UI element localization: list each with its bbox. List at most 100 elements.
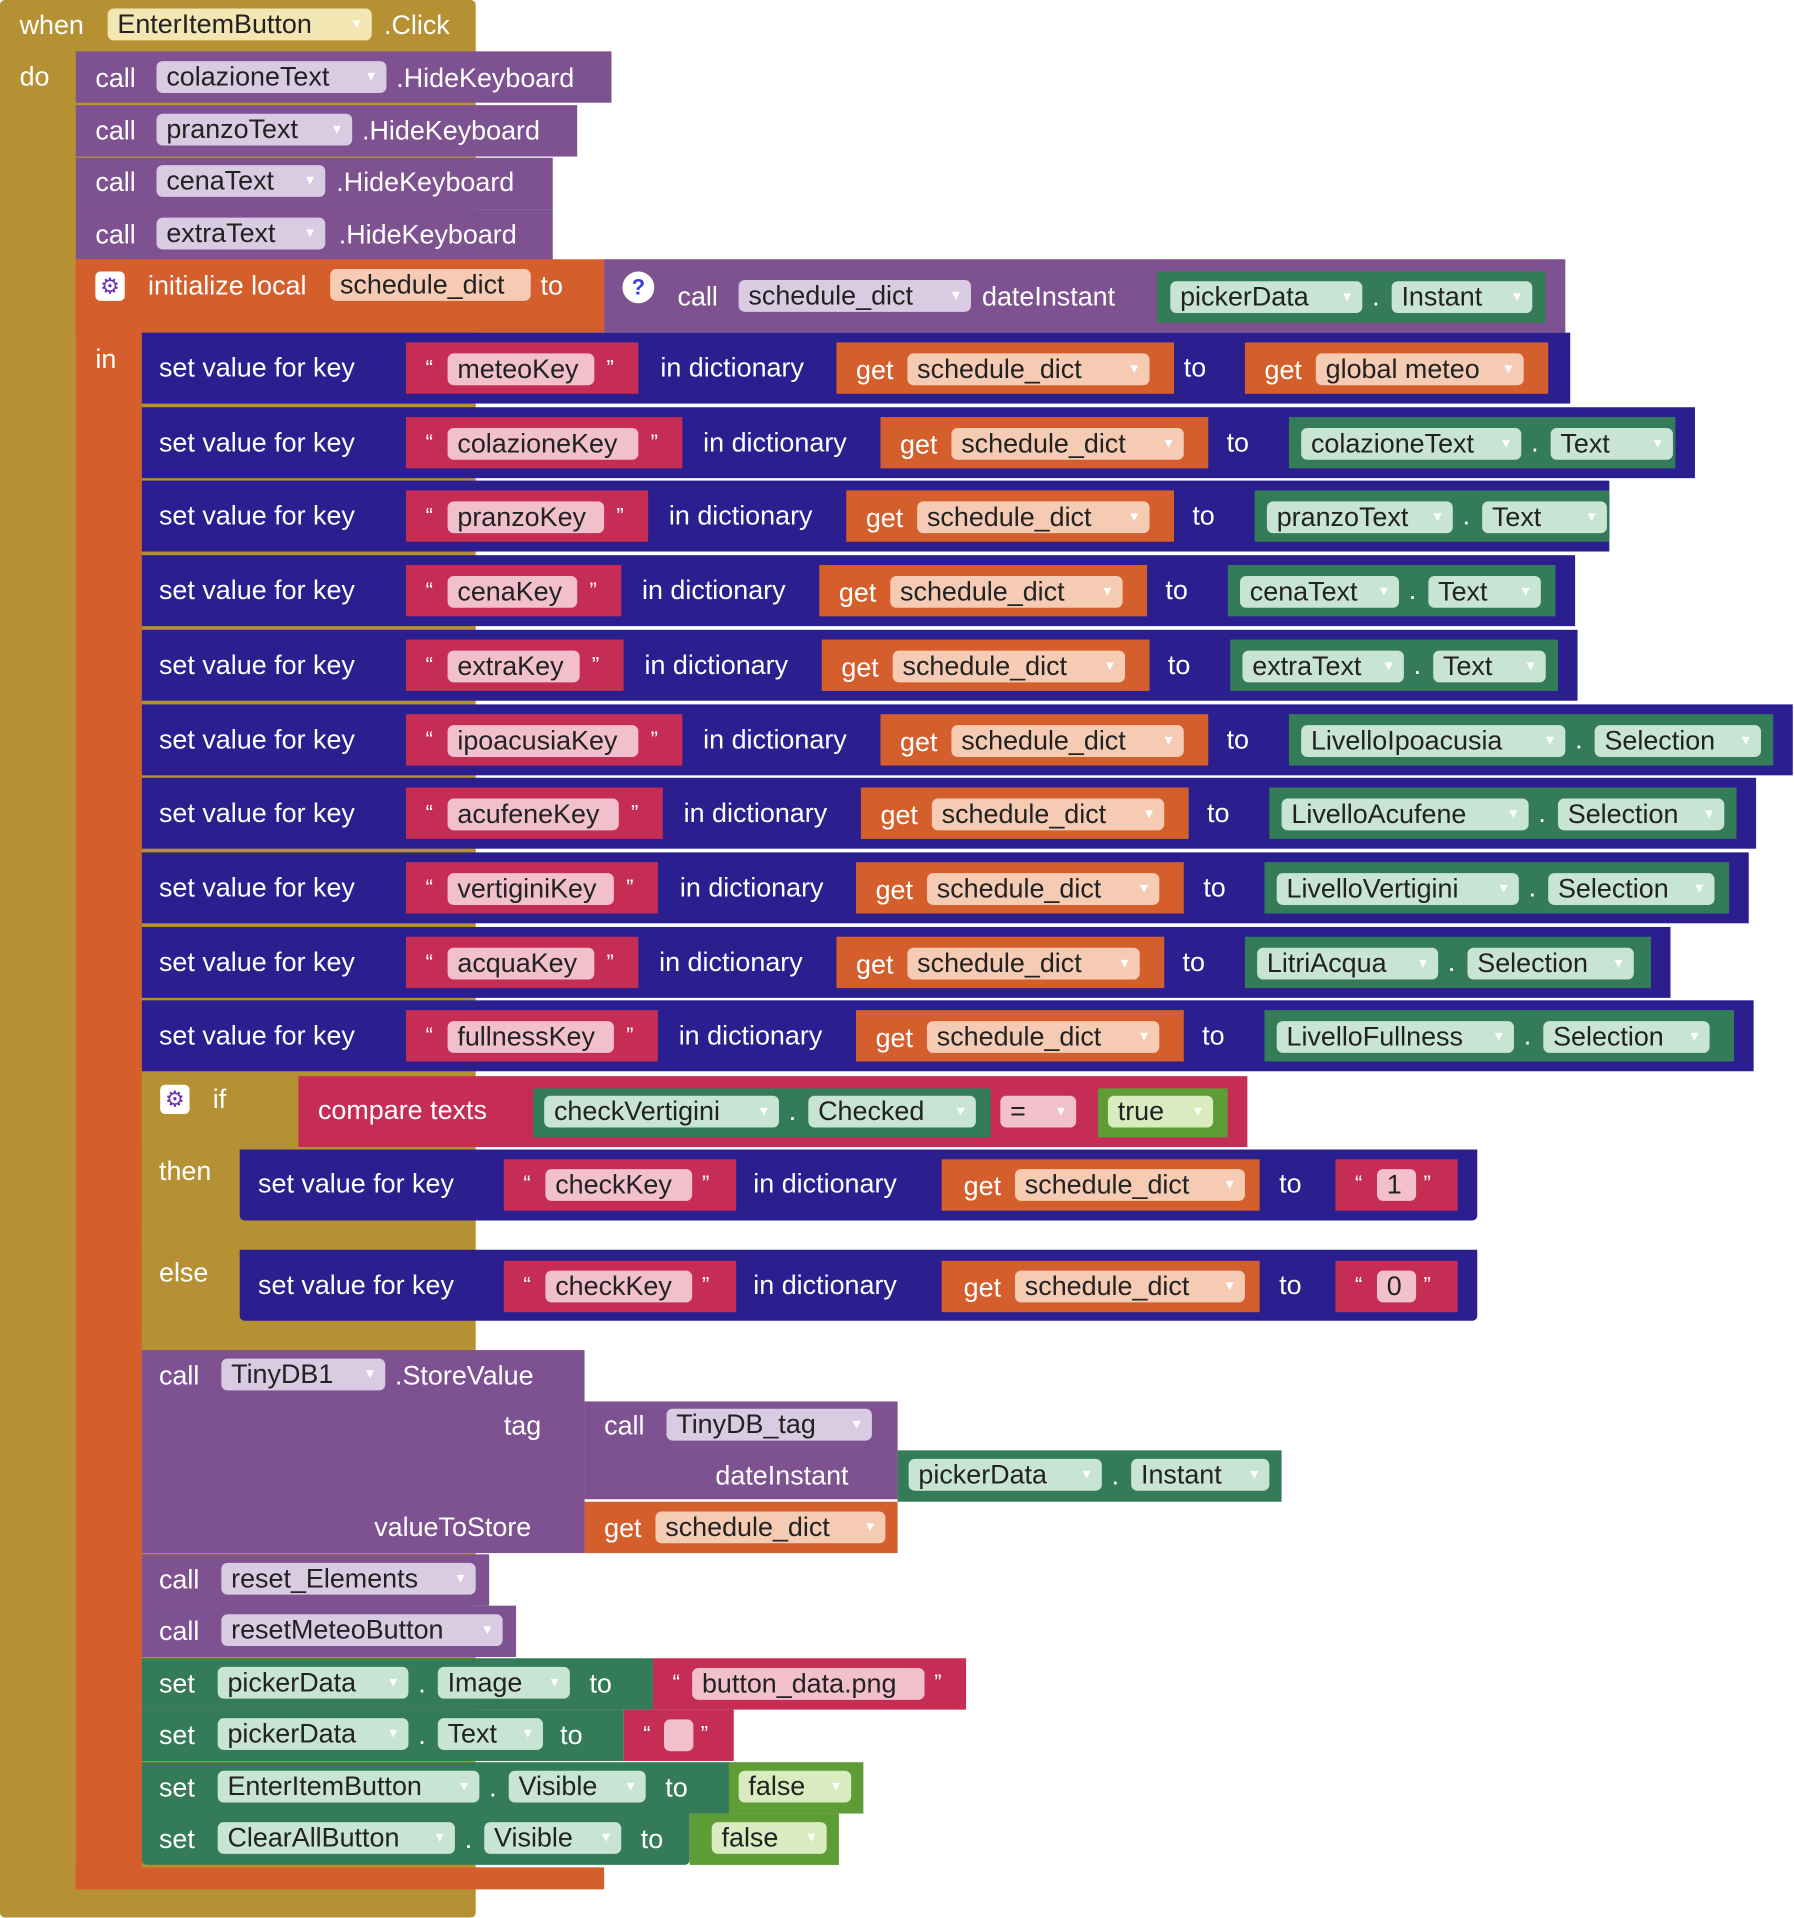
- procedure-dropdown[interactable]: reset_Elements ▼: [221, 1562, 476, 1595]
- open-quote-icon: “: [425, 949, 433, 975]
- else-set-value-block[interactable]: [239, 1249, 1478, 1321]
- local-var-name-field[interactable]: schedule_dict: [330, 269, 531, 301]
- variable-dropdown[interactable]: schedule_dict ▼: [655, 1511, 886, 1544]
- property-dropdown[interactable]: Selection ▼: [1557, 798, 1725, 831]
- component-dropdown[interactable]: ClearAllButton ▼: [217, 1822, 455, 1854]
- procedure-dropdown[interactable]: TinyDB_tag ▼: [666, 1408, 872, 1441]
- component-dropdown[interactable]: LitriAcqua ▼: [1257, 947, 1439, 980]
- property-dropdown[interactable]: Selection ▼: [1548, 873, 1715, 905]
- variable-dropdown[interactable]: schedule_dict ▼: [951, 427, 1184, 460]
- get-label: get: [900, 428, 938, 460]
- key-text-field[interactable]: acufeneKey: [447, 798, 619, 831]
- logic-value-dropdown[interactable]: false ▼: [738, 1770, 852, 1803]
- dot-separator: .: [1408, 574, 1417, 606]
- component-dropdown[interactable]: LivelloIpoacusia ▼: [1301, 724, 1566, 757]
- component-dropdown[interactable]: LivelloVertigini ▼: [1276, 873, 1519, 905]
- property-dropdown[interactable]: Selection ▼: [1543, 1021, 1710, 1054]
- component-dropdown[interactable]: pickerData ▼: [217, 1718, 409, 1750]
- variable-dropdown[interactable]: schedule_dict ▼: [1015, 1270, 1245, 1303]
- variable-dropdown[interactable]: schedule_dict ▼: [890, 576, 1123, 608]
- in-dictionary-label: in dictionary: [753, 1167, 897, 1199]
- key-text-field[interactable]: colazioneKey: [447, 427, 639, 460]
- event-component-dropdown[interactable]: EnterItemButton ▼: [107, 8, 372, 41]
- variable-dropdown[interactable]: schedule_dict ▼: [892, 650, 1126, 683]
- dropdown-arrow-icon: ▼: [953, 1104, 968, 1119]
- property-dropdown[interactable]: Visible ▼: [508, 1770, 646, 1803]
- key-text-field[interactable]: checkKey: [545, 1270, 693, 1303]
- dropdown-arrow-icon: ▼: [850, 1417, 864, 1433]
- component-dropdown[interactable]: colazioneText ▼: [1301, 427, 1522, 460]
- variable-dropdown[interactable]: schedule_dict ▼: [907, 947, 1140, 980]
- key-text-field[interactable]: pranzoKey: [447, 501, 605, 534]
- component-dropdown[interactable]: pranzoText ▼: [1266, 501, 1453, 534]
- key-text-field[interactable]: cenaKey: [447, 576, 578, 608]
- property-dropdown[interactable]: Text ▼: [437, 1718, 543, 1750]
- property-dropdown[interactable]: Checked ▼: [808, 1095, 976, 1128]
- component-dropdown[interactable]: extraText ▼: [156, 217, 326, 250]
- variable-dropdown[interactable]: global meteo ▼: [1315, 353, 1524, 386]
- set-value-label: set value for key: [158, 946, 355, 977]
- property-dropdown[interactable]: Text ▼: [1433, 650, 1546, 683]
- component-dropdown[interactable]: cenaText ▼: [156, 165, 326, 197]
- get-label: get: [880, 800, 918, 831]
- procedure-dropdown[interactable]: schedule_dict ▼: [738, 280, 971, 312]
- close-quote-icon: ”: [1423, 1171, 1431, 1196]
- variable-dropdown[interactable]: schedule_dict ▼: [1015, 1169, 1245, 1201]
- component-dropdown[interactable]: TinyDB1 ▼: [221, 1358, 386, 1391]
- dropdown-arrow-icon: ▼: [1702, 807, 1716, 823]
- procedure-dropdown[interactable]: resetMeteoButton ▼: [221, 1614, 503, 1647]
- component-dropdown[interactable]: pickerData ▼: [217, 1666, 409, 1699]
- variable-dropdown[interactable]: schedule_dict ▼: [926, 873, 1160, 905]
- key-text-field[interactable]: fullnessKey: [447, 1021, 614, 1054]
- component-dropdown[interactable]: cenaText ▼: [1240, 576, 1399, 608]
- component-dropdown[interactable]: LivelloAcufene ▼: [1281, 798, 1529, 831]
- key-text-field[interactable]: meteoKey: [447, 353, 595, 386]
- component-dropdown[interactable]: EnterItemButton ▼: [217, 1770, 480, 1803]
- operator-dropdown[interactable]: = ▼: [1000, 1095, 1077, 1128]
- logic-value-dropdown[interactable]: false ▼: [711, 1822, 827, 1854]
- value-text-field[interactable]: [664, 1719, 694, 1752]
- component-dropdown[interactable]: extraText ▼: [1242, 650, 1404, 683]
- gear-icon[interactable]: ⚙: [160, 1084, 190, 1115]
- then-set-value-block[interactable]: [239, 1149, 1478, 1221]
- property-name: Visible: [494, 1822, 573, 1853]
- key-text-field[interactable]: vertiginiKey: [447, 873, 614, 905]
- to-label: to: [1226, 723, 1250, 754]
- variable-dropdown[interactable]: schedule_dict ▼: [931, 798, 1165, 831]
- property-dropdown[interactable]: Instant ▼: [1391, 281, 1533, 314]
- property-dropdown[interactable]: Visible ▼: [484, 1822, 622, 1854]
- value-text-field[interactable]: 0: [1376, 1270, 1417, 1303]
- variable-dropdown[interactable]: schedule_dict ▼: [907, 353, 1150, 386]
- component-dropdown[interactable]: checkVertigini ▼: [544, 1095, 779, 1128]
- to-label: to: [540, 270, 563, 301]
- property-dropdown[interactable]: Text ▼: [1550, 427, 1673, 460]
- variable-dropdown[interactable]: schedule_dict ▼: [917, 501, 1150, 534]
- help-icon[interactable]: ?: [622, 271, 655, 304]
- logic-value-dropdown[interactable]: true ▼: [1107, 1095, 1214, 1128]
- gear-icon[interactable]: ⚙: [95, 271, 125, 301]
- component-dropdown[interactable]: pickerData ▼: [908, 1458, 1102, 1491]
- property-dropdown[interactable]: Selection ▼: [1467, 947, 1634, 980]
- property-dropdown[interactable]: Text ▼: [1482, 501, 1607, 534]
- property-dropdown[interactable]: Image ▼: [437, 1666, 570, 1699]
- component-name: cenaText: [166, 165, 275, 196]
- component-dropdown[interactable]: LivelloFullness ▼: [1276, 1021, 1514, 1054]
- variable-dropdown[interactable]: schedule_dict ▼: [951, 724, 1184, 757]
- component-dropdown[interactable]: pickerData ▼: [1170, 281, 1363, 314]
- dropdown-arrow-icon: ▼: [1543, 733, 1557, 748]
- component-name: pickerData: [227, 1666, 357, 1698]
- component-dropdown[interactable]: pranzoText ▼: [156, 113, 353, 146]
- key-text-field[interactable]: checkKey: [545, 1169, 693, 1201]
- key-text-field[interactable]: acquaKey: [447, 947, 595, 980]
- value-text-field[interactable]: 1: [1376, 1169, 1417, 1201]
- key-text-field[interactable]: extraKey: [447, 650, 580, 683]
- property-dropdown[interactable]: Selection ▼: [1594, 724, 1761, 757]
- variable-dropdown[interactable]: schedule_dict ▼: [926, 1021, 1160, 1054]
- value-text-field[interactable]: button_data.png: [692, 1668, 925, 1700]
- property-dropdown[interactable]: Text ▼: [1428, 576, 1541, 608]
- in-dictionary-label: in dictionary: [659, 946, 803, 977]
- key-text-field[interactable]: ipoacusiaKey: [447, 724, 639, 757]
- component-dropdown[interactable]: colazioneText ▼: [156, 61, 387, 93]
- property-dropdown[interactable]: Instant ▼: [1131, 1458, 1270, 1491]
